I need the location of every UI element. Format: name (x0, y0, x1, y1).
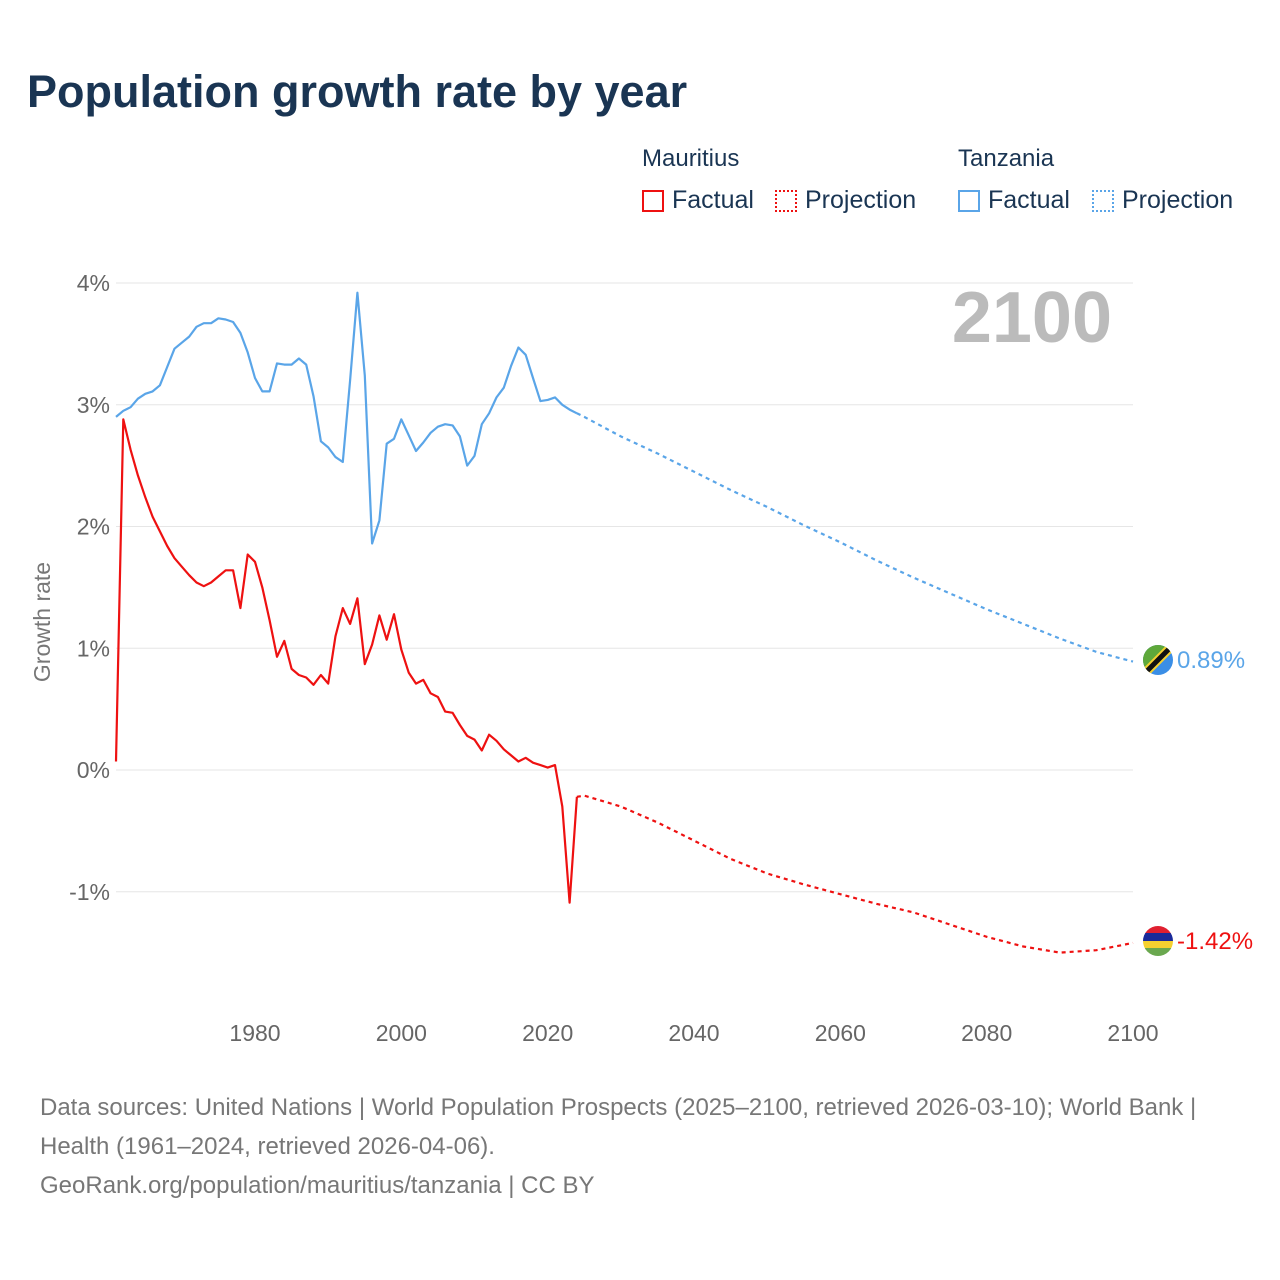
legend-swatch-solid (958, 189, 980, 212)
legend-tanzania-projection[interactable]: Projection (1092, 186, 1233, 215)
legend-swatch-dotted (1092, 189, 1114, 212)
tanzania-projection-line (576, 412, 1134, 663)
legend-group-tanzania: Tanzania (958, 145, 1055, 172)
mauritius-factual-line (114, 418, 578, 904)
y-axis-label: Growth rate (29, 562, 55, 682)
y-tick-label: 4% (77, 270, 110, 296)
legend-label: Factual (988, 186, 1070, 214)
x-tick-label: 2100 (1107, 1020, 1158, 1046)
legend-swatch-solid (642, 189, 664, 212)
x-tick-label: 2000 (376, 1020, 427, 1046)
legend-label: Projection (805, 186, 917, 214)
mauritius-projection-line (576, 794, 1134, 954)
y-tick-label: 3% (77, 392, 110, 418)
legend-mauritius-projection[interactable]: Projection (775, 186, 916, 215)
chart-title: Population growth rate by year (27, 66, 688, 117)
y-tick-label: 0% (77, 757, 110, 783)
legend-label: Factual (672, 186, 754, 214)
x-tick-label: 2040 (668, 1020, 719, 1046)
y-tick-label: -1% (69, 879, 110, 905)
tanzania-end-label: 0.89% (1177, 647, 1245, 674)
legend-group-mauritius: Mauritius (642, 145, 740, 172)
legend-mauritius-factual[interactable]: Factual (642, 186, 754, 215)
tanzania-flag-icon (1143, 645, 1173, 675)
legend-swatch-dotted (775, 189, 797, 212)
legend-label: Projection (1122, 186, 1234, 214)
line-chart: 4% 3% 2% 1% 0% -1% 1980 2000 2020 2040 2060 2080 210… (29, 270, 1253, 1046)
data-sources: Data sources: United Nations | World Pop… (40, 1094, 1197, 1160)
x-tick-label: 2080 (961, 1020, 1012, 1046)
credit-link[interactable]: GeoRank.org/population/mauritius/tanzani… (40, 1172, 595, 1199)
year-indicator: 2100 (952, 278, 1112, 358)
x-tick-label: 2020 (522, 1020, 573, 1046)
x-tick-label: 1980 (229, 1020, 280, 1046)
tanzania-factual-line (115, 291, 578, 545)
x-tick-label: 2060 (815, 1020, 866, 1046)
y-tick-label: 2% (77, 514, 110, 540)
legend-tanzania-factual[interactable]: Factual (958, 186, 1070, 215)
y-tick-label: 1% (77, 635, 110, 661)
footer: Data sources: United Nations | World Pop… (40, 1088, 1240, 1205)
mauritius-flag-icon (1143, 926, 1173, 956)
mauritius-end-label: -1.42% (1177, 928, 1253, 955)
